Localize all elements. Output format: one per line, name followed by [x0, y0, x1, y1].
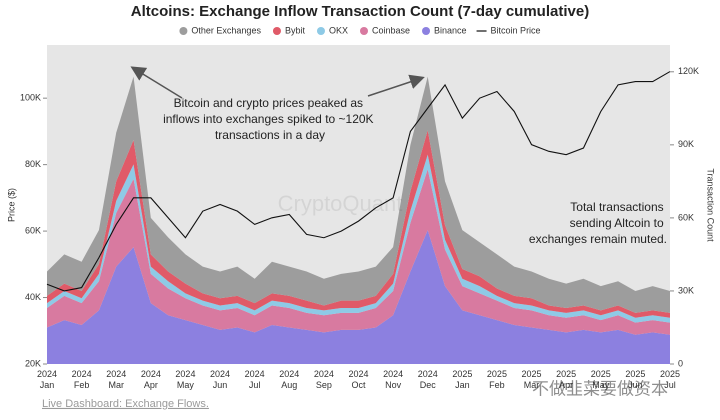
x-tick-label: 2024 Aug: [279, 369, 299, 390]
y-tick-label: 80K: [25, 159, 41, 169]
y-tick-label: 60K: [25, 225, 41, 235]
annotation-line: transactions in a day: [215, 128, 325, 142]
y2-axis-label: Transaction Count: [706, 168, 716, 242]
y-tick-label: 100K: [20, 93, 41, 103]
y2-tick-label: 60K: [678, 212, 694, 222]
arrow: [367, 74, 425, 97]
y-axis-label: Price ($): [6, 188, 16, 222]
y-tick-label: 40K: [25, 292, 41, 302]
annotation: Bitcoin and crypto prices peaked as infl…: [163, 96, 377, 142]
x-tick-label: 2024 Jul: [245, 369, 265, 390]
price-line: [46, 71, 671, 292]
legend-marker: [272, 27, 281, 35]
annotation-line: Bitcoin and crypto prices peaked as: [174, 96, 363, 110]
x-tick-label: 2024 Nov: [383, 369, 403, 390]
watermark: 不做韭菜要做资本: [532, 379, 668, 398]
x-tick-label: 2024 Dec: [418, 369, 438, 390]
x-tick-label: 2025 Jan: [452, 369, 472, 390]
legend: Other Exchanges Bybit OKX Coinbase Binance Bi…: [179, 25, 541, 35]
y-tick-label: 20K: [25, 358, 41, 368]
legend-marker: [179, 27, 188, 35]
x-tick-label: 2024 Feb: [72, 369, 92, 390]
x-tick-label: 2024 May: [175, 369, 195, 390]
annotation-line: inflows into exchanges spiked to ~120K: [163, 112, 373, 126]
x-tick-label: 2024 Oct: [348, 369, 368, 390]
x-tick-label: 2024 Jun: [210, 369, 230, 390]
x-tick-label: 2025 May: [591, 369, 611, 390]
area: [47, 230, 670, 364]
annotation-line: exchanges remain muted.: [529, 232, 667, 246]
legend-marker: [422, 27, 431, 35]
plot: [46, 71, 671, 364]
area: [47, 76, 670, 313]
x-tick-label: 2024 Mar: [106, 369, 126, 390]
legend-label: Bybit: [285, 25, 306, 35]
chart-title: Altcoins: Exchange Inflow Transaction Co…: [131, 3, 589, 20]
x-tick-label: 2025 Mar: [522, 369, 542, 390]
y2-tick-label: 120K: [678, 66, 699, 76]
area: [47, 169, 670, 335]
legend-marker: [359, 27, 368, 35]
watermark: CryptoQuant: [278, 191, 403, 216]
annotation-line: sending Altcoin to: [570, 216, 664, 230]
legend-marker: [316, 27, 325, 35]
legend-label: OKX: [329, 25, 348, 35]
y2-tick-label: 30K: [678, 285, 694, 295]
x-tick-label: 2024 Sep: [314, 369, 334, 390]
legend-label: Coinbase: [372, 25, 410, 35]
x-tick-label: 2024 Apr: [141, 369, 161, 390]
y2-tick-label: 0: [678, 358, 683, 368]
x-tick-label: 2025 Apr: [556, 369, 576, 390]
annotation-line: Total transactions: [570, 200, 663, 214]
legend-label: Other Exchanges: [191, 25, 261, 35]
x-tick-label: 2025 Jun: [625, 369, 645, 390]
x-tick-label: 2025 Jul: [660, 369, 680, 390]
dashboard-link[interactable]: Live Dashboard: Exchange Flows.: [42, 398, 209, 410]
arrow: [130, 66, 183, 99]
x-tick-label: 2024 Jan: [37, 369, 57, 390]
x-tick-label: 2025 Feb: [487, 369, 507, 390]
y2-tick-label: 90K: [678, 139, 694, 149]
legend-label: Bitcoin Price: [491, 25, 541, 35]
annotation: Total transactions sending Altcoin to ex…: [529, 200, 667, 246]
legend-label: Binance: [434, 25, 467, 35]
